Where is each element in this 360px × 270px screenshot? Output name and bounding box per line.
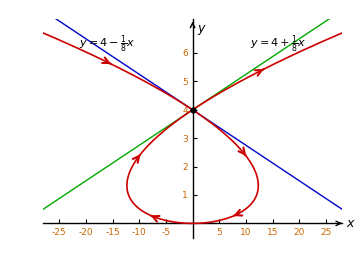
Text: $y = 4 + \frac{1}{8}x$: $y = 4 + \frac{1}{8}x$ — [250, 33, 306, 55]
Text: $y = 4 - \frac{1}{8}x$: $y = 4 - \frac{1}{8}x$ — [79, 33, 135, 55]
Text: x: x — [346, 217, 354, 230]
Text: y: y — [197, 22, 204, 35]
